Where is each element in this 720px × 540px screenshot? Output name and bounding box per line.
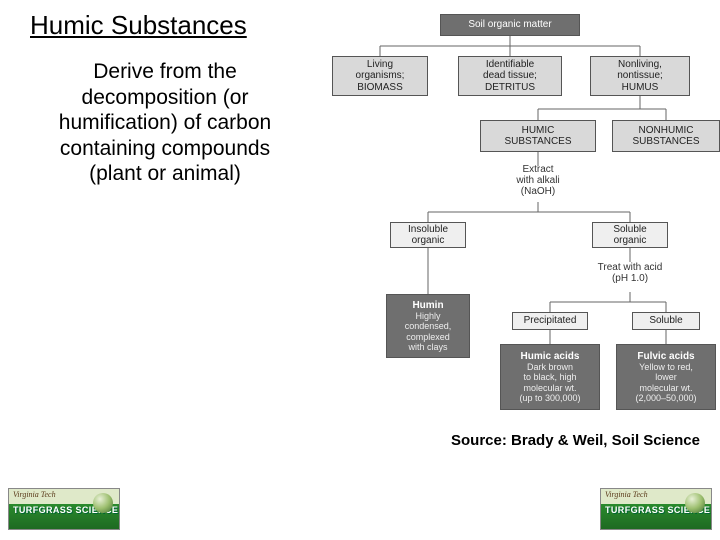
logo-right: Virginia Tech TURFGRASS SCIENCE bbox=[600, 488, 712, 530]
line: Nonliving, bbox=[618, 59, 662, 71]
globe-icon bbox=[685, 493, 705, 513]
soil-organic-matter-diagram: Soil organic matter Living organisms; BI… bbox=[320, 14, 700, 424]
line: (NaOH) bbox=[521, 186, 555, 197]
source-caption: Source: Brady & Weil, Soil Science bbox=[451, 432, 700, 449]
line: nontissue; bbox=[617, 70, 663, 82]
line: Insoluble bbox=[408, 224, 448, 236]
line: organic bbox=[614, 235, 647, 247]
logo-line1: Virginia Tech bbox=[13, 490, 56, 499]
line: Identifiable bbox=[486, 59, 534, 71]
node-insoluble: Insoluble organic bbox=[390, 222, 466, 248]
globe-icon bbox=[93, 493, 113, 513]
line: Living bbox=[367, 59, 393, 71]
line: BIOMASS bbox=[357, 82, 403, 94]
line: molecular wt. bbox=[523, 383, 576, 393]
node-humin: Humin Highly condensed, complexed with c… bbox=[386, 294, 470, 358]
label-treat: Treat with acid (pH 1.0) bbox=[586, 262, 674, 284]
node-humus: Nonliving, nontissue; HUMUS bbox=[590, 56, 690, 96]
node-detritus: Identifiable dead tissue; DETRITUS bbox=[458, 56, 562, 96]
line: Fulvic acids bbox=[637, 351, 694, 363]
line: Soluble bbox=[613, 224, 646, 236]
node-fulvic-acids: Fulvic acids Yellow to red, lower molecu… bbox=[616, 344, 716, 410]
line: HUMUS bbox=[622, 82, 659, 94]
node-nonhumic-substances: NONHUMIC SUBSTANCES bbox=[612, 120, 720, 152]
line: SUBSTANCES bbox=[504, 136, 571, 148]
node-root: Soil organic matter bbox=[440, 14, 580, 36]
logo-line1: Virginia Tech bbox=[605, 490, 648, 499]
node-humic-substances: HUMIC SUBSTANCES bbox=[480, 120, 596, 152]
line: Humic acids bbox=[521, 351, 580, 363]
line: Dark brown bbox=[527, 362, 573, 372]
line: NONHUMIC bbox=[639, 125, 694, 137]
line: HUMIC bbox=[522, 125, 555, 137]
line: (pH 1.0) bbox=[612, 273, 648, 284]
line: Extract bbox=[522, 164, 553, 175]
label-extract: Extract with alkali (NaOH) bbox=[510, 164, 566, 197]
left-column: Humic Substances Derive from the decompo… bbox=[30, 10, 300, 187]
line: Treat with acid bbox=[598, 262, 663, 273]
body-text: Derive from the decomposition (or humifi… bbox=[30, 59, 300, 187]
line: Humin bbox=[412, 300, 443, 312]
line: (up to 300,000) bbox=[519, 393, 580, 403]
line: organisms; bbox=[356, 70, 405, 82]
line: to black, high bbox=[523, 372, 576, 382]
line: dead tissue; bbox=[483, 70, 537, 82]
line: DETRITUS bbox=[485, 82, 535, 94]
node-humic-acids: Humic acids Dark brown to black, high mo… bbox=[500, 344, 600, 410]
line: SUBSTANCES bbox=[632, 136, 699, 148]
node-soluble: Soluble organic bbox=[592, 222, 668, 248]
line: Precipitated bbox=[524, 315, 577, 327]
line: Soluble bbox=[649, 315, 682, 327]
line: with alkali bbox=[516, 175, 559, 186]
node-soluble2: Soluble bbox=[632, 312, 700, 330]
node-precipitated: Precipitated bbox=[512, 312, 588, 330]
line: lower bbox=[655, 372, 677, 382]
line: condensed, bbox=[405, 321, 452, 331]
logo-left: Virginia Tech TURFGRASS SCIENCE bbox=[8, 488, 120, 530]
line: molecular wt. bbox=[639, 383, 692, 393]
line: with clays bbox=[408, 342, 447, 352]
page-title: Humic Substances bbox=[30, 10, 300, 41]
line: complexed bbox=[406, 332, 450, 342]
node-biomass: Living organisms; BIOMASS bbox=[332, 56, 428, 96]
line: Yellow to red, bbox=[639, 362, 693, 372]
line: Highly bbox=[415, 311, 440, 321]
node-label: Soil organic matter bbox=[468, 19, 551, 31]
line: organic bbox=[412, 235, 445, 247]
line: (2,000–50,000) bbox=[635, 393, 696, 403]
